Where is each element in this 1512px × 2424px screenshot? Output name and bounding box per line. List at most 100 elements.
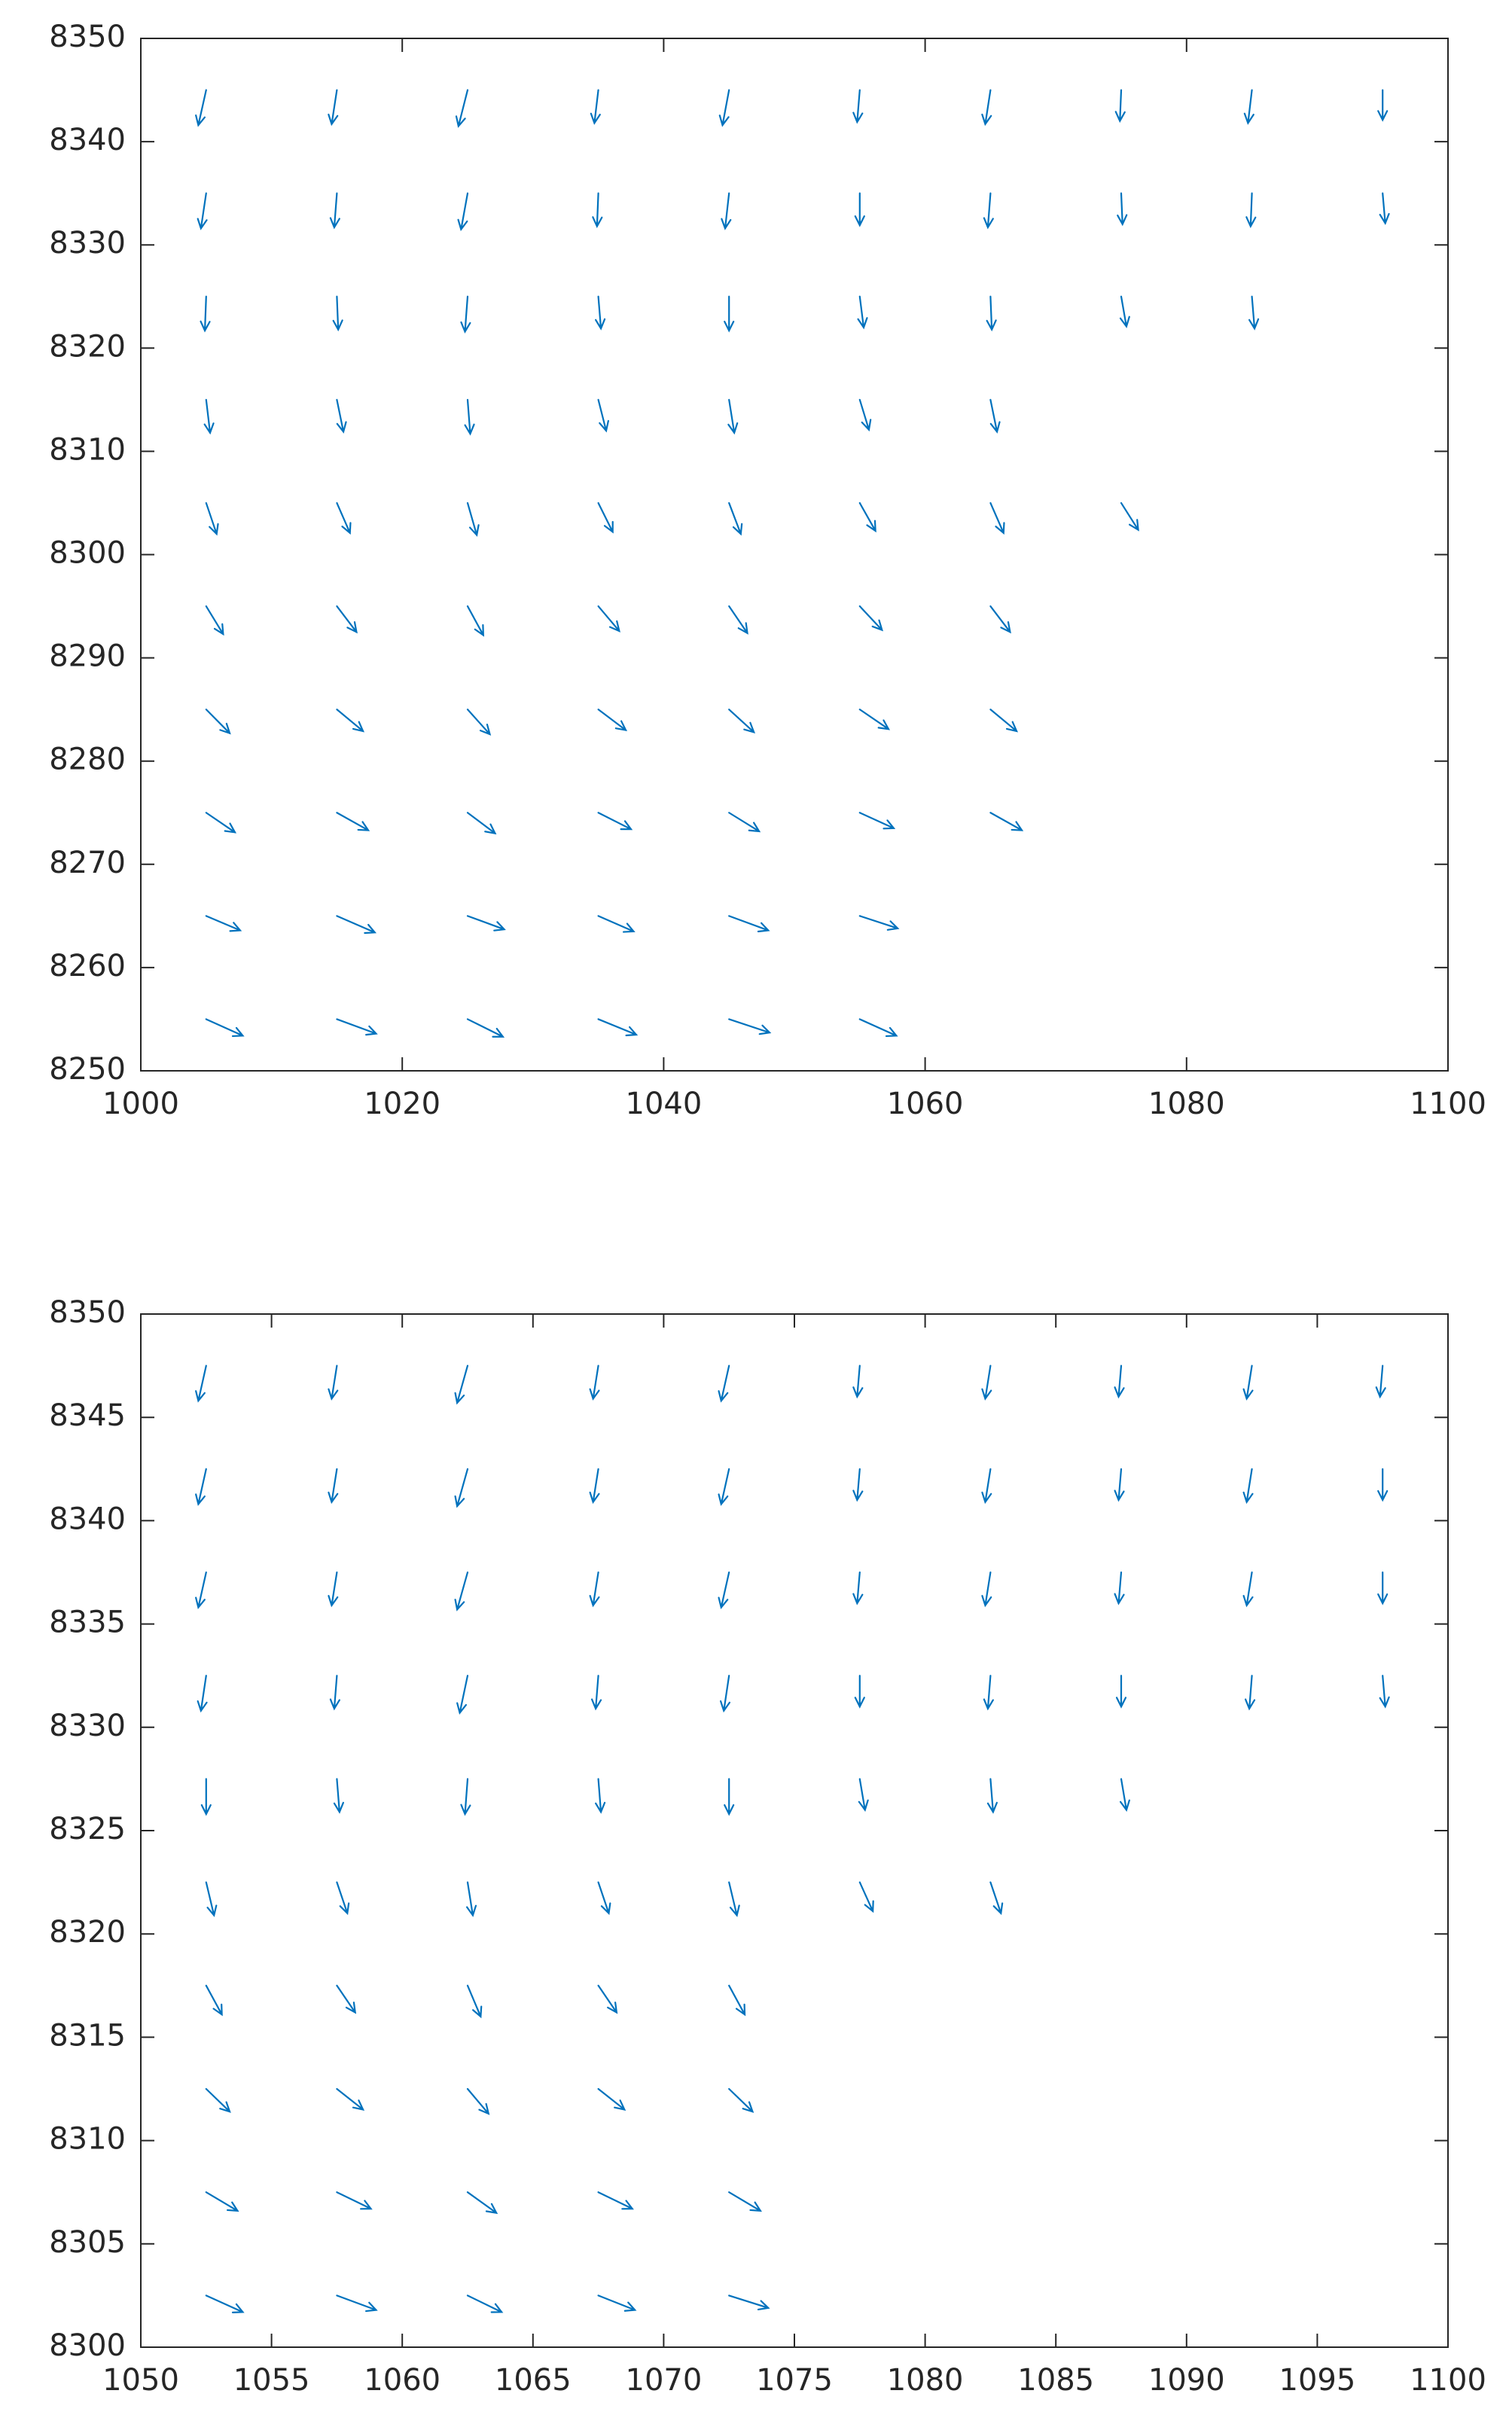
arrow bbox=[989, 398, 1001, 434]
arrow bbox=[1117, 192, 1128, 227]
arrow bbox=[466, 1984, 483, 2019]
arrow bbox=[989, 709, 1019, 733]
arrow bbox=[205, 502, 219, 536]
arrow bbox=[466, 605, 485, 637]
arrow bbox=[1119, 295, 1130, 328]
arrow bbox=[981, 1468, 992, 1505]
arrow bbox=[597, 2191, 634, 2210]
arrow bbox=[197, 192, 208, 230]
arrow bbox=[336, 1881, 350, 1916]
arrow bbox=[200, 1778, 212, 1816]
y-tick-label: 8290 bbox=[49, 639, 126, 674]
x-tick-label: 1065 bbox=[495, 2363, 572, 2398]
arrow bbox=[464, 398, 475, 436]
y-tick-label: 8320 bbox=[49, 1915, 126, 1950]
arrow bbox=[597, 502, 614, 534]
arrow bbox=[597, 1984, 618, 2014]
arrow bbox=[336, 605, 358, 634]
arrow bbox=[858, 1881, 874, 1913]
arrow bbox=[336, 398, 347, 434]
arrow bbox=[989, 605, 1011, 634]
arrow bbox=[1115, 1675, 1127, 1709]
y-tick-label: 8310 bbox=[49, 432, 126, 467]
y-tick-label: 8345 bbox=[49, 1398, 126, 1433]
x-tick-label: 1000 bbox=[102, 1087, 179, 1121]
x-tick-label: 1060 bbox=[364, 2363, 440, 2398]
x-tick-label: 1080 bbox=[887, 2363, 964, 2398]
arrow bbox=[466, 1018, 505, 1038]
arrow bbox=[858, 1778, 869, 1812]
arrow bbox=[205, 709, 231, 735]
arrow bbox=[852, 89, 864, 124]
arrow bbox=[329, 192, 340, 230]
x-tick-label: 1075 bbox=[756, 2363, 833, 2398]
arrow bbox=[852, 1364, 864, 1399]
arrow bbox=[336, 1984, 357, 2014]
arrow bbox=[466, 812, 497, 835]
arrow bbox=[724, 295, 735, 333]
plot-area bbox=[195, 1364, 1390, 2313]
arrow bbox=[203, 398, 215, 435]
y-tick-label: 8260 bbox=[49, 949, 126, 983]
arrow bbox=[336, 2294, 378, 2313]
x-tick-label: 1085 bbox=[1017, 2363, 1094, 2398]
arrow bbox=[858, 812, 896, 830]
arrow bbox=[456, 1675, 469, 1715]
x-tick-label: 1040 bbox=[626, 1087, 703, 1121]
arrow bbox=[1242, 1364, 1254, 1401]
arrow bbox=[336, 812, 370, 831]
y-tick-label: 8280 bbox=[49, 742, 126, 777]
arrow bbox=[597, 1881, 611, 1916]
arrow bbox=[1242, 1468, 1254, 1505]
arrow bbox=[727, 398, 739, 435]
arrow bbox=[200, 295, 211, 333]
arrow bbox=[858, 398, 872, 431]
arrow bbox=[858, 502, 876, 533]
arrow bbox=[466, 2087, 490, 2115]
arrow bbox=[336, 2087, 365, 2111]
arrow bbox=[1120, 502, 1139, 532]
axes: 1050 1055 1060 1065 1070 1075 1080 1085 1090 1095… bbox=[49, 1295, 1486, 2398]
y-tick-label: 8300 bbox=[49, 536, 126, 571]
arrow bbox=[728, 1881, 740, 1917]
arrow bbox=[328, 1364, 339, 1401]
arrow bbox=[728, 812, 761, 833]
arrow bbox=[1114, 89, 1126, 123]
arrow bbox=[589, 1468, 600, 1505]
x-tick-label: 1100 bbox=[1410, 2363, 1486, 2398]
arrow bbox=[592, 192, 603, 228]
arrow bbox=[989, 1881, 1004, 1916]
arrow bbox=[981, 89, 992, 127]
arrow bbox=[728, 2191, 762, 2212]
arrow bbox=[205, 915, 242, 932]
arrow bbox=[1377, 1571, 1389, 1605]
y-tick-label: 8270 bbox=[49, 846, 126, 880]
arrow bbox=[1379, 1675, 1390, 1709]
arrow bbox=[336, 915, 376, 935]
arrow bbox=[718, 1468, 730, 1506]
arrow bbox=[989, 812, 1024, 831]
y-tick-label: 8300 bbox=[49, 2328, 126, 2363]
arrow bbox=[205, 812, 237, 834]
arrow bbox=[205, 2294, 245, 2313]
arrow bbox=[858, 605, 883, 632]
arrow bbox=[983, 1675, 994, 1711]
arrow bbox=[718, 1571, 730, 1610]
arrow bbox=[1243, 89, 1254, 125]
x-tick-label: 1020 bbox=[364, 1087, 440, 1121]
arrow bbox=[589, 1364, 600, 1401]
arrow bbox=[195, 1571, 207, 1610]
arrow bbox=[728, 1984, 746, 2017]
x-tick-label: 1055 bbox=[233, 2363, 310, 2398]
arrow bbox=[728, 2294, 770, 2311]
arrow bbox=[597, 398, 609, 433]
arrow bbox=[728, 915, 770, 933]
arrow bbox=[597, 2294, 637, 2312]
arrow bbox=[724, 1778, 735, 1816]
arrow bbox=[1377, 89, 1389, 122]
arrow bbox=[205, 2191, 239, 2212]
y-tick-label: 8315 bbox=[49, 2018, 126, 2053]
arrow bbox=[597, 915, 636, 933]
arrow bbox=[597, 1018, 639, 1037]
